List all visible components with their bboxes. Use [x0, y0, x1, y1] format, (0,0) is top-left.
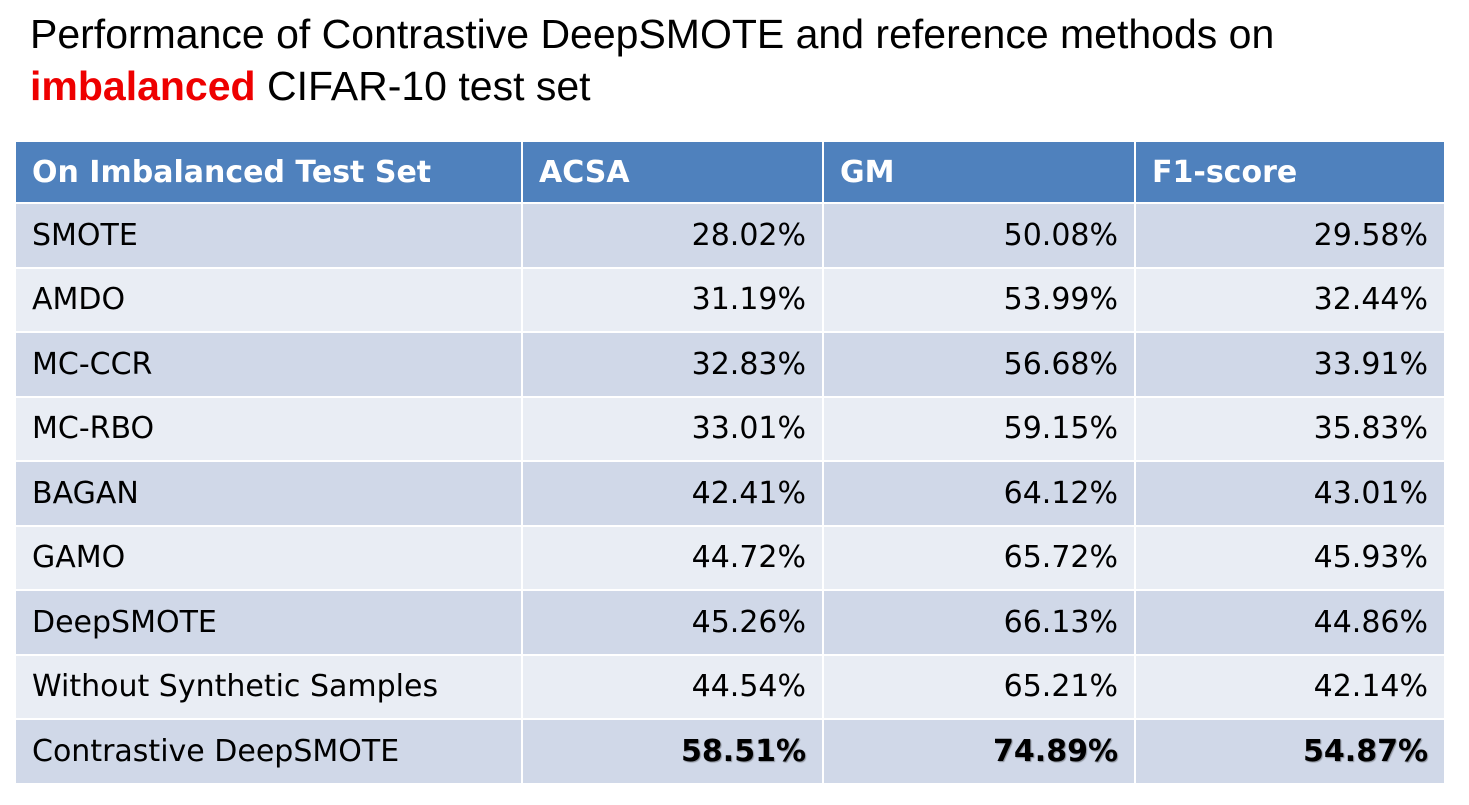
title-emphasis-word: imbalanced	[30, 63, 256, 109]
table-row: BAGAN 42.41% 64.12% 43.01%	[14, 460, 1446, 527]
cell-gm: 50.08%	[822, 202, 1136, 269]
cell-gm: 65.21%	[822, 653, 1136, 720]
cell-f1-score: 35.83%	[1134, 395, 1446, 462]
cell-method: MC-RBO	[14, 395, 523, 462]
results-table: On Imbalanced Test Set ACSA GM F1-score …	[14, 140, 1446, 785]
cell-acsa: 28.02%	[521, 202, 824, 269]
cell-method: MC-CCR	[14, 331, 523, 398]
cell-method: BAGAN	[14, 460, 523, 527]
title-line-1: Performance of Contrastive DeepSMOTE and…	[30, 11, 1275, 57]
table-row: Contrastive DeepSMOTE 58.51% 74.89% 54.87%	[14, 718, 1446, 785]
header-f1-score: F1-score	[1134, 140, 1446, 204]
cell-method: GAMO	[14, 524, 523, 591]
title-line-2-rest: CIFAR-10 test set	[255, 63, 591, 109]
cell-f1-score: 32.44%	[1134, 266, 1446, 333]
cell-acsa: 58.51%	[521, 718, 824, 785]
cell-gm: 53.99%	[822, 266, 1136, 333]
cell-f1-score: 42.14%	[1134, 653, 1446, 720]
cell-acsa: 45.26%	[521, 589, 824, 656]
table-row: SMOTE 28.02% 50.08% 29.58%	[14, 202, 1446, 269]
cell-f1-score: 29.58%	[1134, 202, 1446, 269]
cell-acsa: 44.72%	[521, 524, 824, 591]
table-row: GAMO 44.72% 65.72% 45.93%	[14, 524, 1446, 591]
table-row: MC-RBO 33.01% 59.15% 35.83%	[14, 395, 1446, 462]
cell-method: DeepSMOTE	[14, 589, 523, 656]
cell-f1-score: 43.01%	[1134, 460, 1446, 527]
cell-gm: 56.68%	[822, 331, 1136, 398]
cell-method: Contrastive DeepSMOTE	[14, 718, 523, 785]
table-row: Without Synthetic Samples 44.54% 65.21% 42.…	[14, 653, 1446, 720]
cell-gm: 59.15%	[822, 395, 1136, 462]
table-row: MC-CCR 32.83% 56.68% 33.91%	[14, 331, 1446, 398]
cell-acsa: 31.19%	[521, 266, 824, 333]
table-row: DeepSMOTE 45.26% 66.13% 44.86%	[14, 589, 1446, 656]
cell-f1-score: 54.87%	[1134, 718, 1446, 785]
cell-acsa: 32.83%	[521, 331, 824, 398]
cell-method: AMDO	[14, 266, 523, 333]
cell-f1-score: 44.86%	[1134, 589, 1446, 656]
table-header-row: On Imbalanced Test Set ACSA GM F1-score	[14, 140, 1446, 204]
table-body: SMOTE 28.02% 50.08% 29.58% AMDO 31.19% 53.99% 3…	[14, 202, 1446, 785]
table-row: AMDO 31.19% 53.99% 32.44%	[14, 266, 1446, 333]
cell-gm: 74.89%	[822, 718, 1136, 785]
cell-acsa: 44.54%	[521, 653, 824, 720]
header-gm: GM	[822, 140, 1136, 204]
cell-method: SMOTE	[14, 202, 523, 269]
cell-method: Without Synthetic Samples	[14, 653, 523, 720]
cell-gm: 64.12%	[822, 460, 1136, 527]
slide-title: Performance of Contrastive DeepSMOTE and…	[30, 8, 1450, 112]
cell-acsa: 33.01%	[521, 395, 824, 462]
cell-gm: 65.72%	[822, 524, 1136, 591]
cell-acsa: 42.41%	[521, 460, 824, 527]
header-method: On Imbalanced Test Set	[14, 140, 523, 204]
header-acsa: ACSA	[521, 140, 824, 204]
cell-f1-score: 45.93%	[1134, 524, 1446, 591]
cell-f1-score: 33.91%	[1134, 331, 1446, 398]
cell-gm: 66.13%	[822, 589, 1136, 656]
